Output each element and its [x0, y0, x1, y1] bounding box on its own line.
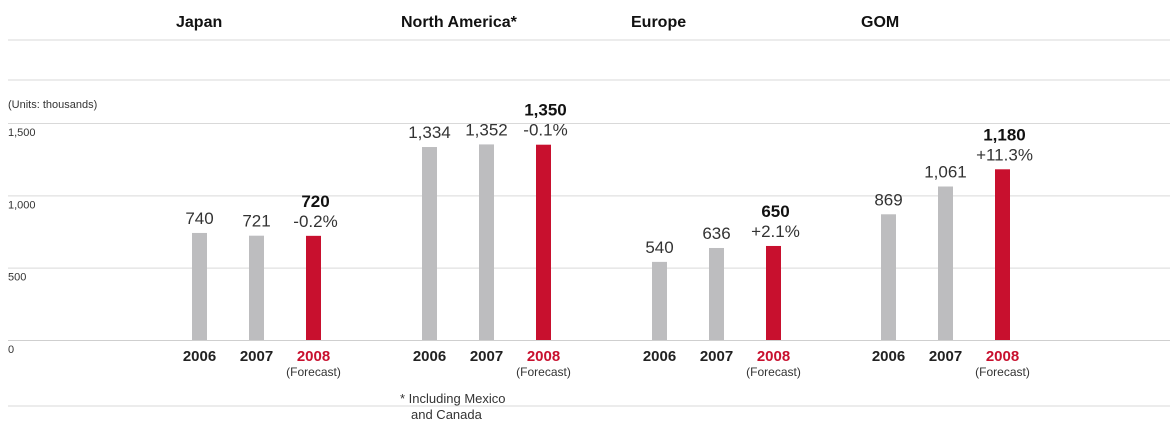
region-title: North America* — [401, 14, 518, 31]
forecast-bar — [995, 169, 1010, 340]
x-tick-label: 2008 — [986, 348, 1019, 365]
forecast-bar — [766, 245, 781, 340]
x-tick-label: 2007 — [240, 348, 273, 365]
region-title: GOM — [861, 14, 899, 31]
bar — [422, 147, 437, 340]
bar — [652, 261, 667, 340]
region-title: Europe — [631, 14, 686, 31]
data-label: 650 — [761, 202, 789, 221]
footnote-line: and Canada — [411, 407, 483, 422]
forecast-note: (Forecast) — [975, 365, 1030, 379]
forecast-note: (Forecast) — [516, 365, 571, 379]
data-label: 1,350 — [524, 101, 567, 120]
bar — [881, 214, 896, 340]
header-lines — [8, 39, 1170, 407]
x-tick-label: 2008 — [527, 348, 560, 365]
change-label: +2.1% — [751, 222, 800, 241]
y-tick-label: 0 — [8, 344, 14, 356]
forecast-note: (Forecast) — [286, 365, 341, 379]
forecast-bar — [306, 235, 321, 340]
units-label: (Units: thousands) — [8, 99, 97, 111]
forecast-bar — [536, 144, 551, 340]
x-tick-label: 2007 — [929, 348, 962, 365]
data-label: 869 — [874, 190, 902, 209]
bar — [249, 235, 264, 340]
x-tick-label: 2008 — [297, 348, 330, 365]
data-label: 1,334 — [408, 123, 451, 142]
x-tick-label: 2007 — [700, 348, 733, 365]
bars — [192, 144, 1010, 340]
region-titles: Japan North America* Europe GOM — [176, 14, 899, 31]
x-tick-label: 2006 — [183, 348, 216, 365]
y-tick-label: 500 — [8, 272, 26, 284]
footnote-line: * Including Mexico — [400, 391, 506, 406]
x-tick-label: 2006 — [872, 348, 905, 365]
y-axis-ticks: 0 500 1,000 1,500 — [8, 127, 36, 356]
y-tick-label: 1,500 — [8, 127, 36, 139]
bar — [192, 232, 207, 340]
bar — [479, 144, 494, 340]
bar — [709, 247, 724, 340]
change-label: +11.3% — [976, 145, 1033, 164]
bar — [938, 186, 953, 340]
data-label: 1,180 — [983, 125, 1026, 144]
data-label: 636 — [702, 224, 730, 243]
data-label: 540 — [645, 238, 673, 257]
x-tick-label: 2008 — [757, 348, 790, 365]
x-tick-label: 2007 — [470, 348, 503, 365]
data-label: 720 — [301, 192, 329, 211]
data-label: 1,061 — [924, 163, 967, 182]
forecast-note: (Forecast) — [746, 365, 801, 379]
x-tick-label: 2006 — [643, 348, 676, 365]
region-title: Japan — [176, 14, 222, 31]
data-labels: 740 721 720-0.2% 1,334 1,352 1,350-0.1% 540 636… — [185, 101, 1033, 257]
x-axis-labels: 2006 2007 2008(Forecast)2006 2007 2008(Forec… — [183, 348, 1030, 379]
y-tick-label: 1,000 — [8, 199, 36, 211]
change-label: -0.2% — [293, 212, 337, 231]
x-tick-label: 2006 — [413, 348, 446, 365]
data-label: 1,352 — [465, 120, 508, 139]
data-label: 721 — [242, 212, 270, 231]
change-label: -0.1% — [523, 121, 567, 140]
data-label: 740 — [185, 209, 213, 228]
